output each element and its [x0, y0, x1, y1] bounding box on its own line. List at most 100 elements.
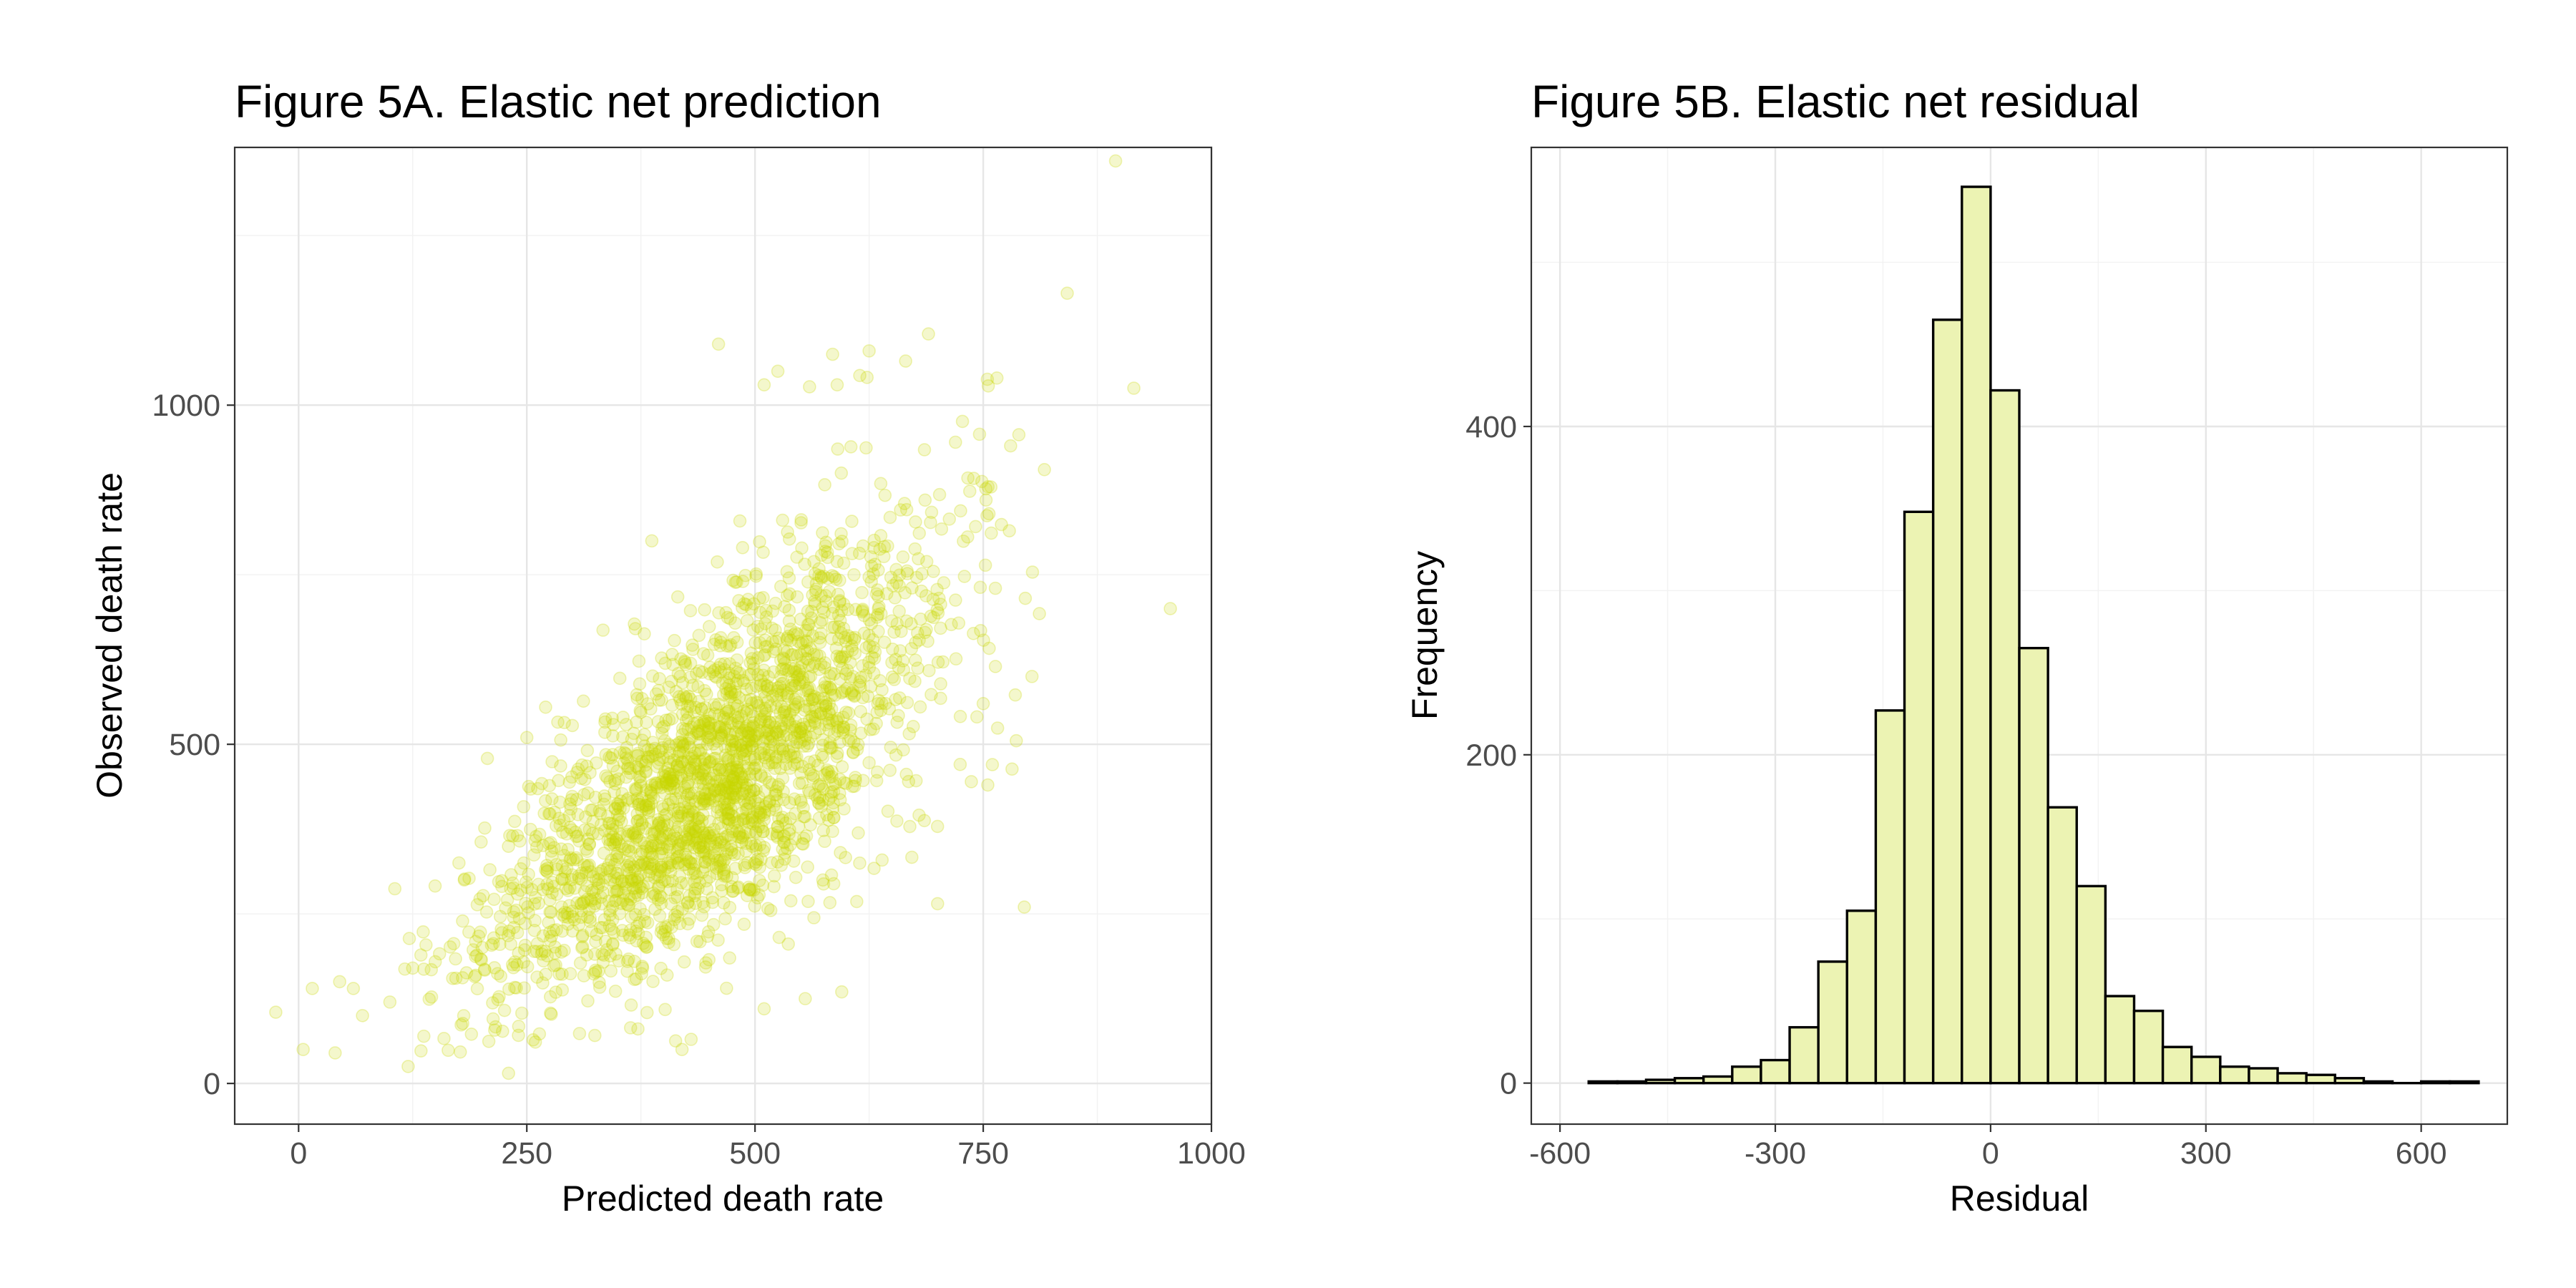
- scatter-point: [932, 591, 946, 605]
- scatter-point: [416, 925, 430, 939]
- scatter-point: [698, 758, 711, 771]
- scatter-point: [822, 697, 836, 711]
- scatter-point: [696, 833, 711, 847]
- scatter-point: [573, 956, 587, 970]
- scatter-point: [799, 992, 812, 1005]
- scatter-point: [802, 658, 816, 673]
- scatter-point: [748, 636, 762, 650]
- scatter-point: [867, 666, 881, 680]
- scatter-point: [803, 380, 816, 394]
- scatter-point: [759, 610, 774, 624]
- scatter-point: [506, 876, 519, 890]
- scatter-point: [510, 926, 525, 940]
- scatter-point: [720, 703, 733, 717]
- histogram-bar: [1731, 1065, 1762, 1085]
- scatter-point: [980, 509, 994, 523]
- scatter-point: [819, 699, 832, 713]
- scatter-point: [872, 625, 885, 638]
- scatter-point: [507, 905, 521, 919]
- scatter-point: [670, 784, 685, 797]
- scatter-point: [826, 347, 839, 361]
- scatter-point: [474, 953, 489, 967]
- scatter-point: [736, 575, 750, 588]
- scatter-point: [874, 529, 888, 542]
- histogram-bar: [2219, 1065, 2250, 1085]
- scatter-point: [474, 835, 488, 849]
- scatter-point: [855, 605, 869, 619]
- scatter-point: [714, 878, 728, 892]
- scatter-point: [887, 625, 901, 639]
- scatter-point: [746, 719, 761, 733]
- scatter-point: [731, 881, 745, 895]
- scatter-point: [772, 930, 786, 945]
- scatter-point: [765, 621, 779, 635]
- scatter-point: [654, 743, 668, 758]
- scatter-point: [981, 778, 995, 792]
- scatter-point: [631, 927, 645, 940]
- scatter-point: [875, 683, 889, 697]
- scatter-point: [658, 1002, 672, 1017]
- scatter-point: [654, 831, 668, 845]
- scatter-point: [668, 891, 682, 904]
- scatter-point: [615, 874, 629, 888]
- scatter-point: [826, 784, 841, 799]
- scatter-point: [774, 858, 789, 872]
- histogram-title: Figure 5B. Elastic net residual: [1531, 76, 2140, 127]
- scatter-point: [696, 716, 711, 729]
- scatter-point: [816, 877, 831, 891]
- scatter-point: [967, 472, 981, 485]
- scatter-point: [749, 695, 763, 709]
- scatter-point: [717, 867, 731, 881]
- scatter-point: [790, 550, 804, 564]
- scatter-point: [543, 893, 557, 907]
- histogram-bar: [1845, 909, 1878, 1085]
- histogram-bar: [2305, 1073, 2336, 1085]
- scatter-point: [917, 814, 932, 828]
- scatter-point: [462, 925, 476, 939]
- scatter-point: [693, 791, 707, 804]
- histogram-bar: [1989, 389, 2021, 1085]
- scatter-point: [738, 826, 753, 840]
- scatter-point: [884, 570, 898, 585]
- scatter-point: [653, 672, 666, 686]
- scatter-point: [758, 710, 771, 723]
- scatter-point: [549, 819, 563, 833]
- scatter-point: [795, 730, 809, 744]
- scatter-point: [703, 834, 717, 848]
- scatter-point: [1025, 565, 1040, 579]
- scatter-point: [741, 729, 755, 743]
- scatter-point: [540, 864, 554, 878]
- scatter-point: [1005, 762, 1019, 776]
- scatter-point: [730, 575, 743, 589]
- scatter-point: [655, 847, 669, 860]
- scatter-point: [630, 715, 643, 729]
- scatter-point: [736, 812, 751, 826]
- scatter-point: [645, 669, 660, 683]
- scatter-point: [763, 794, 776, 808]
- scatter-point: [976, 696, 990, 711]
- scatter-point: [604, 964, 618, 978]
- scatter-point: [725, 843, 738, 857]
- scatter-point: [726, 810, 741, 824]
- scatter-point: [830, 555, 844, 569]
- scatter-point: [970, 710, 984, 724]
- scatter-point: [486, 996, 499, 1010]
- scatter-point: [741, 880, 756, 894]
- scatter-point: [763, 699, 777, 713]
- scatter-point: [771, 780, 785, 794]
- scatter-point: [818, 768, 831, 782]
- scatter-point: [469, 935, 483, 949]
- scatter-point: [626, 826, 640, 840]
- scatter-point: [505, 957, 519, 972]
- scatter-point: [761, 670, 776, 683]
- scatter-point: [696, 665, 709, 679]
- scatter-point: [896, 654, 910, 668]
- scatter-point: [881, 539, 894, 553]
- scatter-point: [502, 924, 516, 938]
- scatter-point: [539, 794, 552, 808]
- scatter-point: [555, 945, 568, 959]
- scatter-point: [722, 806, 736, 819]
- scatter-point: [760, 678, 774, 693]
- scatter-point: [953, 709, 967, 723]
- scatter-point: [769, 756, 782, 770]
